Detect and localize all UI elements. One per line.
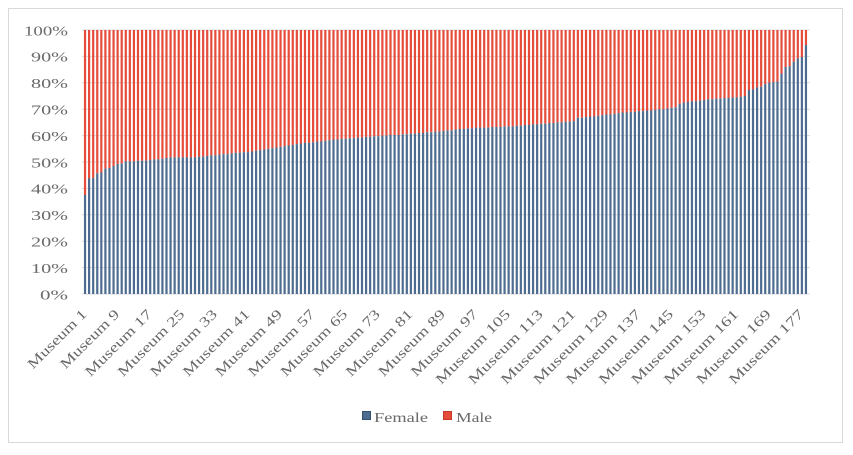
svg-text:70%: 70% [31,104,68,119]
svg-text:30%: 30% [31,209,68,224]
svg-text:Male: Male [456,411,492,426]
svg-text:20%: 20% [31,236,68,251]
svg-text:Female: Female [374,411,428,426]
svg-text:60%: 60% [31,130,68,145]
svg-text:50%: 50% [31,156,68,171]
svg-text:90%: 90% [31,51,68,66]
svg-text:80%: 80% [31,77,68,92]
svg-text:40%: 40% [31,183,68,198]
svg-text:0%: 0% [40,288,68,303]
svg-text:10%: 10% [31,262,68,277]
svg-text:100%: 100% [24,24,68,39]
